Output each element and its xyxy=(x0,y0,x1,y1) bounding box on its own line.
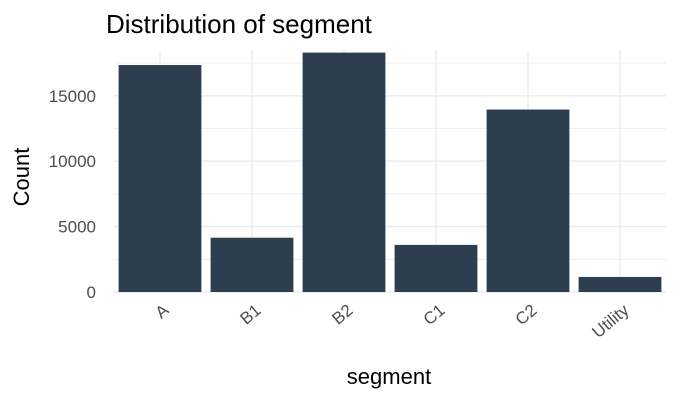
bar-c2 xyxy=(486,109,570,292)
bar-b1 xyxy=(210,237,294,292)
x-tick-label: C2 xyxy=(512,301,541,330)
bar-b2 xyxy=(302,52,386,293)
y-tick-label: 5000 xyxy=(58,218,96,237)
bars xyxy=(118,52,662,293)
y-tick-label: 10000 xyxy=(49,152,96,171)
chart-title: Distribution of segment xyxy=(106,9,373,39)
bar-a xyxy=(118,65,202,292)
x-tick-label: C1 xyxy=(420,301,449,330)
x-tick-label: A xyxy=(152,300,173,322)
y-axis-ticks: 0 5000 10000 15000 xyxy=(49,87,96,302)
y-tick-label: 15000 xyxy=(49,87,96,106)
x-tick-label: B1 xyxy=(236,301,264,329)
bar-c1 xyxy=(394,244,478,292)
bar-utility xyxy=(578,276,662,292)
y-tick-label: 0 xyxy=(87,283,96,302)
x-tick-label: B2 xyxy=(328,301,356,329)
x-tick-label: Utility xyxy=(589,300,633,342)
x-axis-ticks: A B1 B2 C1 C2 Utility xyxy=(152,300,633,342)
y-axis-label: Count xyxy=(9,148,34,207)
x-axis-label: segment xyxy=(347,364,431,389)
